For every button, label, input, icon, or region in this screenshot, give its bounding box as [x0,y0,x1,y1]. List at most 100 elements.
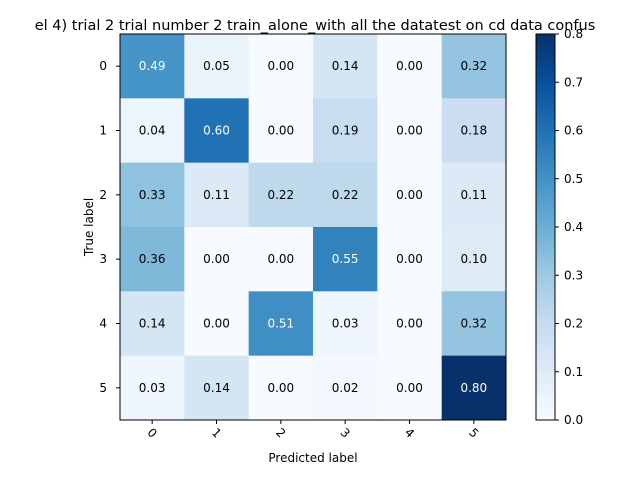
cell-value-label: 0.00 [396,59,423,73]
heatmap-cell [248,162,314,228]
cell-value-label: 0.32 [460,317,487,331]
heatmap-cell [313,162,378,228]
heatmap-cell [377,355,443,421]
cell-value-label: 0.33 [139,188,166,202]
y-tick-label: 2 [99,188,107,202]
cell-value-label: 0.10 [460,252,487,266]
cell-value-label: 0.80 [460,381,487,395]
heatmap-cell [120,355,185,421]
heatmap-cell [377,98,443,164]
colorbar-tick-label: 0.4 [564,220,583,234]
chart-title: el 4) trial 2 trial number 2 train_alone… [35,18,596,34]
colorbar-tick-label: 0.2 [564,317,583,331]
heatmap-cell [184,98,250,164]
heatmap-cell [248,98,314,164]
x-axis-ticks: 0 1 2 3 4 5 [145,420,481,441]
heatmap-cell [377,34,443,99]
cell-value-label: 0.14 [203,381,230,395]
y-axis-ticks: 0 1 2 3 4 5 [99,59,120,395]
heatmap-cell [441,34,507,99]
x-tick-label: 5 [466,425,481,440]
heatmap-cell [313,291,378,357]
heatmap-cell [120,98,185,164]
x-axis-label: Predicted label [268,451,357,465]
cell-value-label: 0.04 [139,124,166,138]
heatmap-cell [248,291,314,357]
cell-value-label: 0.03 [332,317,359,331]
cell-value-label: 0.00 [396,317,423,331]
cell-value-label: 0.18 [460,124,487,138]
cell-value-label: 0.03 [139,381,166,395]
cell-value-label: 0.51 [267,317,294,331]
y-axis-label: True label [82,198,96,257]
cell-value-label: 0.00 [267,59,294,73]
colorbar-tick-label: 0.0 [564,413,583,427]
heatmap-cell [248,355,314,421]
x-tick-label: 1 [209,425,224,440]
cell-value-label: 0.00 [396,188,423,202]
cell-value-label: 0.00 [203,317,230,331]
heatmap-cell [120,227,185,292]
heatmap-cell [313,98,378,164]
heatmap-cell [441,291,507,357]
cell-value-label: 0.00 [267,252,294,266]
cell-value-label: 0.02 [332,381,359,395]
heatmap-cell [184,227,250,292]
colorbar-tick-label: 0.8 [564,27,583,41]
y-tick-label: 4 [99,317,107,331]
colorbar-tick-label: 0.7 [564,75,583,89]
cell-value-label: 0.22 [267,188,294,202]
plot-frame [119,33,507,421]
cell-value-label: 0.14 [139,317,166,331]
heatmap-cell [184,355,250,421]
heatmap-cell [184,34,250,99]
colorbar [535,33,556,421]
heatmap-cell [377,227,443,292]
heatmap-cell [377,162,443,228]
colorbar-tick-label: 0.6 [564,124,583,138]
heatmap-cell [441,355,507,421]
cell-value-label: 0.19 [332,124,359,138]
heatmap-cell [377,291,443,357]
cell-value-label: 0.00 [396,381,423,395]
colorbar-tick-label: 0.3 [564,268,583,282]
heatmap-cell [441,162,507,228]
colorbar-tick-label: 0.1 [564,365,583,379]
heatmap-cell [120,162,185,228]
y-tick-label: 0 [99,59,107,73]
heatmap-cell [120,291,185,357]
cell-value-labels: 0.49 0.05 0.00 0.14 0.00 0.32 0.04 0.60 0.00 0.19… [139,59,487,395]
cell-value-label: 0.32 [460,59,487,73]
cell-value-label: 0.00 [396,252,423,266]
cell-value-label: 0.60 [203,124,230,138]
x-tick-label: 2 [273,425,288,440]
x-tick-label: 3 [338,425,353,440]
colorbar-tick-label: 0.5 [564,172,583,186]
heatmap-cell [120,34,185,99]
cell-value-label: 0.00 [396,124,423,138]
heatmap-cell [248,227,314,292]
cell-value-label: 0.05 [203,59,230,73]
colorbar-ticks: 0.0 0.1 0.2 0.3 0.4 0.5 0.6 0.7 0.8 [555,27,583,427]
heatmap-cell [184,291,250,357]
x-tick-label: 0 [145,425,160,440]
heatmap-cell [313,34,378,99]
y-tick-label: 3 [99,252,107,266]
cell-value-label: 0.36 [139,252,166,266]
cell-value-label: 0.22 [332,188,359,202]
y-tick-label: 1 [99,124,107,138]
heatmap-cell [184,162,250,228]
cell-value-label: 0.11 [203,188,230,202]
cell-value-label: 0.14 [332,59,359,73]
heatmap-cell [248,34,314,99]
cell-value-label: 0.11 [460,188,487,202]
heatmap-cells [120,34,507,421]
cell-value-label: 0.55 [332,252,359,266]
heatmap-cell [441,227,507,292]
heatmap-cell [313,355,378,421]
cell-value-label: 0.00 [267,124,294,138]
cell-value-label: 0.49 [139,59,166,73]
y-tick-label: 5 [99,381,107,395]
heatmap-cell [313,227,378,292]
